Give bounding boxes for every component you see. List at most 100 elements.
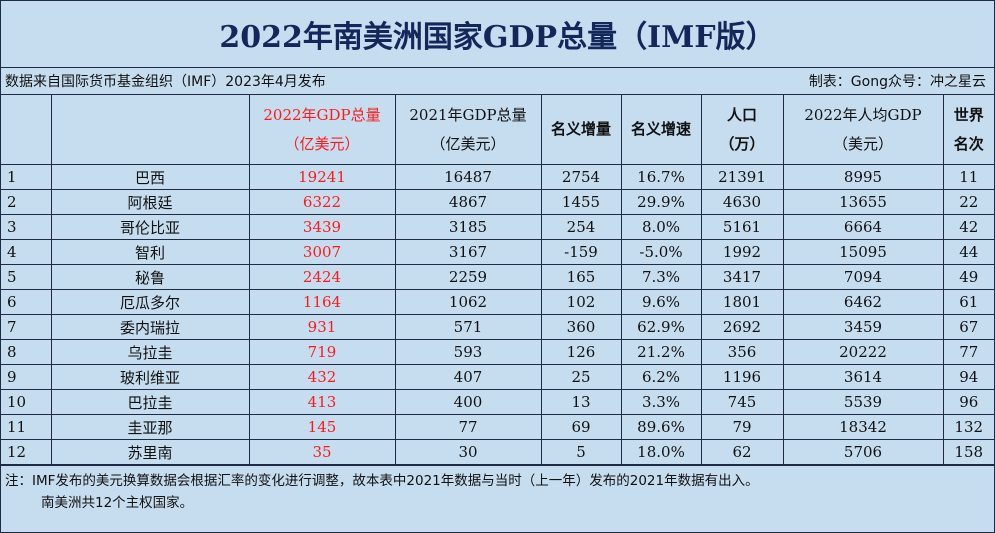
cell-nominal-growth[interactable]: 18.0% bbox=[620, 439, 702, 465]
cell-population[interactable]: 79 bbox=[700, 414, 784, 440]
cell-nominal-growth[interactable]: 16.7% bbox=[620, 164, 702, 190]
cell-gdp-2021[interactable]: 16487 bbox=[394, 164, 542, 190]
cell-gdp-2021[interactable]: 3167 bbox=[394, 239, 542, 265]
cell-world-rank[interactable]: 49 bbox=[942, 264, 994, 290]
cell-nominal-increase[interactable]: -159 bbox=[540, 239, 622, 265]
cell-country[interactable]: 秘鲁 bbox=[50, 264, 250, 290]
cell-nominal-increase[interactable]: 69 bbox=[540, 414, 622, 440]
header-nominal-increase[interactable]: 名义增量 bbox=[540, 95, 622, 165]
header-gdp-2021[interactable]: 2021年GDP总量 （亿美元） bbox=[394, 95, 542, 165]
cell-index[interactable]: 4 bbox=[1, 239, 52, 265]
cell-index[interactable]: 12 bbox=[1, 439, 52, 465]
cell-world-rank[interactable]: 94 bbox=[942, 364, 994, 390]
cell-population[interactable]: 2692 bbox=[700, 314, 784, 340]
cell-country[interactable]: 苏里南 bbox=[50, 439, 250, 465]
cell-nominal-growth[interactable]: 21.2% bbox=[620, 339, 702, 365]
cell-country[interactable]: 巴西 bbox=[50, 164, 250, 190]
cell-world-rank[interactable]: 61 bbox=[942, 289, 994, 315]
cell-per-capita[interactable]: 3614 bbox=[782, 364, 944, 390]
cell-country[interactable]: 圭亚那 bbox=[50, 414, 250, 440]
cell-nominal-growth[interactable]: 6.2% bbox=[620, 364, 702, 390]
cell-nominal-increase[interactable]: 25 bbox=[540, 364, 622, 390]
cell-per-capita[interactable]: 6462 bbox=[782, 289, 944, 315]
cell-gdp-2021[interactable]: 593 bbox=[394, 339, 542, 365]
cell-per-capita[interactable]: 5706 bbox=[782, 439, 944, 465]
cell-gdp-2021[interactable]: 4867 bbox=[394, 189, 542, 215]
cell-world-rank[interactable]: 77 bbox=[942, 339, 994, 365]
cell-gdp-2021[interactable]: 30 bbox=[394, 439, 542, 465]
cell-gdp-2022[interactable]: 145 bbox=[248, 414, 396, 440]
cell-per-capita[interactable]: 18342 bbox=[782, 414, 944, 440]
cell-index[interactable]: 9 bbox=[1, 364, 52, 390]
cell-gdp-2022[interactable]: 432 bbox=[248, 364, 396, 390]
cell-population[interactable]: 356 bbox=[700, 339, 784, 365]
cell-gdp-2022[interactable]: 19241 bbox=[248, 164, 396, 190]
cell-gdp-2022[interactable]: 719 bbox=[248, 339, 396, 365]
header-nominal-growth[interactable]: 名义增速 bbox=[620, 95, 702, 165]
cell-per-capita[interactable]: 5539 bbox=[782, 389, 944, 415]
header-world-rank[interactable]: 世界 名次 bbox=[942, 95, 994, 165]
cell-gdp-2021[interactable]: 1062 bbox=[394, 289, 542, 315]
cell-country[interactable]: 厄瓜多尔 bbox=[50, 289, 250, 315]
cell-index[interactable]: 5 bbox=[1, 264, 52, 290]
cell-nominal-growth[interactable]: 3.3% bbox=[620, 389, 702, 415]
cell-nominal-increase[interactable]: 165 bbox=[540, 264, 622, 290]
cell-nominal-growth[interactable]: 7.3% bbox=[620, 264, 702, 290]
cell-index[interactable]: 6 bbox=[1, 289, 52, 315]
cell-population[interactable]: 4630 bbox=[700, 189, 784, 215]
cell-world-rank[interactable]: 42 bbox=[942, 214, 994, 240]
cell-gdp-2021[interactable]: 400 bbox=[394, 389, 542, 415]
cell-index[interactable]: 8 bbox=[1, 339, 52, 365]
cell-country[interactable]: 乌拉圭 bbox=[50, 339, 250, 365]
cell-nominal-growth[interactable]: -5.0% bbox=[620, 239, 702, 265]
cell-gdp-2022[interactable]: 6322 bbox=[248, 189, 396, 215]
cell-gdp-2021[interactable]: 3185 bbox=[394, 214, 542, 240]
cell-gdp-2022[interactable]: 35 bbox=[248, 439, 396, 465]
cell-per-capita[interactable]: 13655 bbox=[782, 189, 944, 215]
cell-country[interactable]: 哥伦比亚 bbox=[50, 214, 250, 240]
cell-per-capita[interactable]: 7094 bbox=[782, 264, 944, 290]
cell-country[interactable]: 委内瑞拉 bbox=[50, 314, 250, 340]
cell-index[interactable]: 2 bbox=[1, 189, 52, 215]
cell-country[interactable]: 玻利维亚 bbox=[50, 364, 250, 390]
cell-world-rank[interactable]: 44 bbox=[942, 239, 994, 265]
cell-gdp-2021[interactable]: 571 bbox=[394, 314, 542, 340]
cell-country[interactable]: 阿根廷 bbox=[50, 189, 250, 215]
cell-population[interactable]: 3417 bbox=[700, 264, 784, 290]
cell-nominal-increase[interactable]: 102 bbox=[540, 289, 622, 315]
cell-gdp-2022[interactable]: 2424 bbox=[248, 264, 396, 290]
cell-gdp-2021[interactable]: 407 bbox=[394, 364, 542, 390]
cell-population[interactable]: 5161 bbox=[700, 214, 784, 240]
cell-nominal-growth[interactable]: 89.6% bbox=[620, 414, 702, 440]
cell-index[interactable]: 3 bbox=[1, 214, 52, 240]
cell-gdp-2022[interactable]: 931 bbox=[248, 314, 396, 340]
cell-gdp-2022[interactable]: 1164 bbox=[248, 289, 396, 315]
cell-population[interactable]: 1992 bbox=[700, 239, 784, 265]
header-index[interactable] bbox=[1, 95, 52, 165]
cell-gdp-2022[interactable]: 413 bbox=[248, 389, 396, 415]
cell-gdp-2022[interactable]: 3439 bbox=[248, 214, 396, 240]
cell-population[interactable]: 1801 bbox=[700, 289, 784, 315]
cell-nominal-increase[interactable]: 5 bbox=[540, 439, 622, 465]
cell-world-rank[interactable]: 96 bbox=[942, 389, 994, 415]
cell-population[interactable]: 745 bbox=[700, 389, 784, 415]
cell-per-capita[interactable]: 3459 bbox=[782, 314, 944, 340]
cell-nominal-increase[interactable]: 2754 bbox=[540, 164, 622, 190]
header-per-capita[interactable]: 2022年人均GDP （美元） bbox=[782, 95, 944, 165]
cell-gdp-2021[interactable]: 77 bbox=[394, 414, 542, 440]
cell-country[interactable]: 智利 bbox=[50, 239, 250, 265]
cell-index[interactable]: 10 bbox=[1, 389, 52, 415]
cell-index[interactable]: 7 bbox=[1, 314, 52, 340]
cell-index[interactable]: 1 bbox=[1, 164, 52, 190]
cell-country[interactable]: 巴拉圭 bbox=[50, 389, 250, 415]
cell-population[interactable]: 21391 bbox=[700, 164, 784, 190]
cell-nominal-growth[interactable]: 8.0% bbox=[620, 214, 702, 240]
cell-nominal-growth[interactable]: 62.9% bbox=[620, 314, 702, 340]
cell-nominal-increase[interactable]: 13 bbox=[540, 389, 622, 415]
cell-world-rank[interactable]: 22 bbox=[942, 189, 994, 215]
header-gdp-2022[interactable]: 2022年GDP总量 （亿美元） bbox=[248, 95, 396, 165]
header-country[interactable] bbox=[50, 95, 250, 165]
cell-per-capita[interactable]: 6664 bbox=[782, 214, 944, 240]
cell-nominal-increase[interactable]: 1455 bbox=[540, 189, 622, 215]
cell-world-rank[interactable]: 158 bbox=[942, 439, 994, 465]
